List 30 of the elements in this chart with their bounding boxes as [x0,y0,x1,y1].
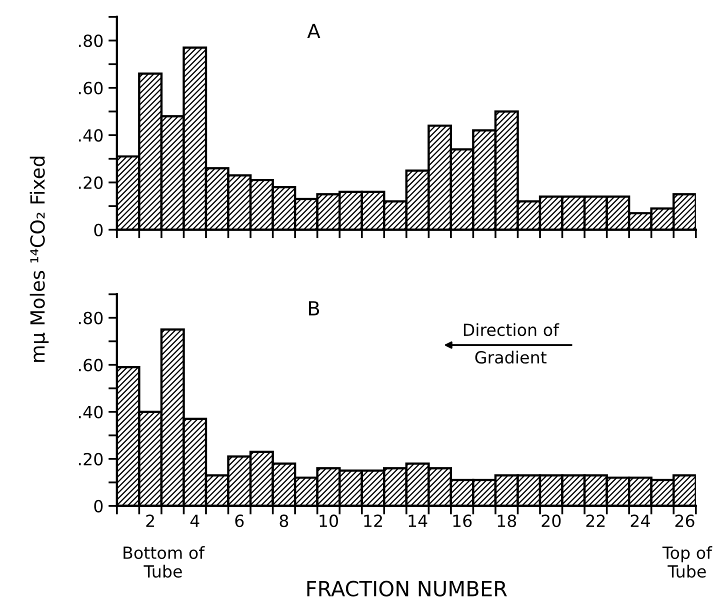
y-tick-label: .40 [79,129,103,142]
y-tick-label: .20 [79,176,103,190]
text: Top of Tube [662,546,712,578]
y-tick-label: 0 [94,500,103,512]
x-tick-label: 10 [320,514,338,528]
x-axis-title: FRACTION NUMBER [307,580,507,597]
x-tick-label: 24 [630,514,650,527]
y-tick-label: 0 [94,224,103,236]
chart-title: B [309,301,320,316]
y-tick-label: .80 [79,34,103,48]
annotation: Direction of Gradient [464,323,560,364]
x-tick-label: 18 [498,514,516,528]
x-tick-label: 20 [542,514,561,528]
x-tick-label: 22 [586,514,605,527]
x-tick-label: 6 [235,514,244,528]
y-axis-title: mμ Moles ¹⁴CO₂ Fixed [30,156,49,362]
x-tick-label: 14 [408,514,428,527]
y-tick-label: .60 [79,82,103,94]
x-tick-label: 8 [280,514,288,528]
chart-title: A [307,24,320,38]
y-tick-label: .20 [79,452,103,466]
y-tick-label: .60 [79,358,103,372]
x-tick-label: 16 [453,514,472,528]
x-tick-label: 26 [675,514,694,528]
y-tick-label: .80 [79,312,103,324]
y-tick-label: .40 [79,406,103,418]
x-tick-label: 2 [146,514,154,527]
x-tick-label: 12 [364,514,382,527]
text: Bottom of Tube [124,546,205,578]
x-tick-label: 4 [190,514,200,527]
